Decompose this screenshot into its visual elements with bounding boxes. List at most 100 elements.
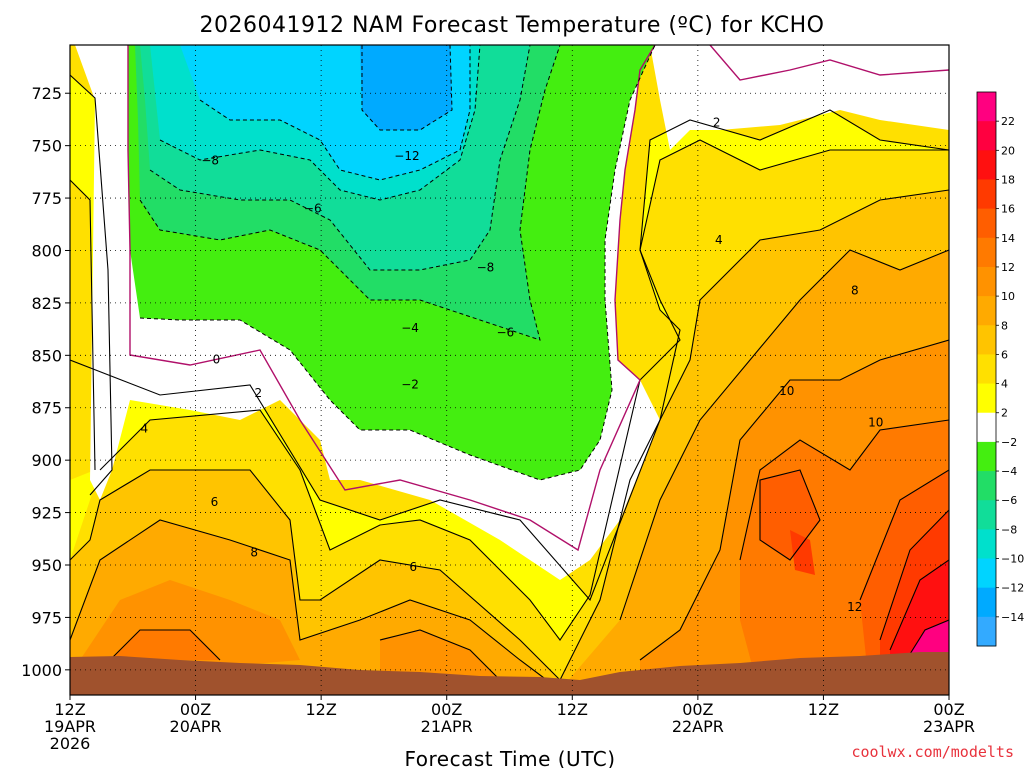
color-bar-swatch — [977, 558, 996, 589]
color-bar-label: 10 — [1001, 290, 1015, 303]
contour-line — [879, 509, 949, 641]
band-16-18 — [790, 530, 815, 575]
color-bar-swatch — [977, 529, 996, 560]
x-tick-label: 12Z — [54, 700, 85, 719]
y-tick-label: 800 — [31, 241, 62, 260]
contour-label: 4 — [140, 422, 148, 436]
y-tick-label: 975 — [31, 608, 62, 627]
y-tick-label: 925 — [31, 504, 62, 523]
contour-label: −12 — [394, 149, 419, 163]
contour-labels: 2 4 8 10 10 12 6 8 6 4 2 0 −2 −4 −6 −6 −8 −8 −12 — [140, 116, 883, 614]
contour-line — [70, 109, 949, 602]
contour-line — [709, 45, 949, 81]
x-tick-label: 00Z — [431, 700, 462, 719]
plot-frame — [69, 44, 950, 696]
contour-line — [159, 45, 481, 201]
contour-line — [70, 179, 96, 471]
contour-line — [889, 559, 949, 651]
x-tick-label: 19APR — [44, 717, 96, 736]
color-bar-label: −8 — [1001, 523, 1017, 536]
color-bar-swatch — [977, 500, 996, 530]
contour-lines — [70, 74, 949, 691]
color-bar-label: −2 — [1001, 436, 1017, 449]
color-bar-swatch — [977, 587, 996, 618]
x-tick-label: 22APR — [672, 717, 724, 736]
terrain-surface — [70, 652, 949, 695]
contour-label: 10 — [868, 415, 883, 429]
contour-line — [127, 45, 656, 552]
y-tick-label: 825 — [31, 294, 62, 313]
contour-line — [739, 419, 949, 561]
color-bar-swatch — [977, 92, 996, 122]
x-tick-label: 12Z — [808, 700, 839, 719]
x-tick-label: 00Z — [682, 700, 713, 719]
contour-label: 8 — [250, 545, 258, 559]
color-bar-label: 4 — [1001, 378, 1008, 391]
color-bar-label: −14 — [1001, 611, 1024, 624]
contour-line — [759, 469, 821, 561]
contour-label: 10 — [779, 384, 794, 398]
color-bar-swatch — [977, 296, 996, 326]
color-bar-label: −6 — [1001, 494, 1017, 507]
contour-line — [859, 469, 949, 601]
color-bar-label: 8 — [1001, 319, 1008, 332]
color-bar-label: 20 — [1001, 144, 1015, 157]
color-bar-label: 18 — [1001, 173, 1015, 186]
color-bar-swatch — [977, 325, 996, 355]
color-bar-label: 14 — [1001, 232, 1015, 245]
color-bar-swatch — [977, 354, 996, 385]
x-tick-label: 00Z — [933, 700, 964, 719]
band-minus2-2 — [650, 45, 949, 150]
contour-line — [639, 339, 949, 661]
band-12-14 — [110, 630, 220, 660]
color-bar-label: 6 — [1001, 348, 1008, 361]
color-bar-swatch — [977, 208, 996, 239]
contour-label: −8 — [201, 153, 219, 167]
band-4-6 — [70, 180, 95, 480]
contour-line — [379, 629, 501, 681]
y-axis: 725 750 775 800 825 850 875 900 925 950 975 1000 — [21, 84, 70, 680]
x-tick-label: 20APR — [170, 717, 222, 736]
color-bar-swatch — [977, 121, 996, 151]
color-bar-label: 2 — [1001, 407, 1008, 420]
y-tick-label: 850 — [31, 346, 62, 365]
x-tick-label: 00Z — [180, 700, 211, 719]
chart-title: 2026041912 NAM Forecast Temperature (ºC)… — [200, 13, 825, 38]
y-tick-label: 950 — [31, 556, 62, 575]
band-10-12 — [380, 630, 500, 680]
contour-label: −6 — [304, 202, 322, 216]
color-bar-label: 12 — [1001, 261, 1015, 274]
y-tick-label: 775 — [31, 189, 62, 208]
color-bar-swatch — [977, 266, 996, 297]
color-bar-swatch — [977, 412, 996, 443]
x-tick-label: 12Z — [305, 700, 336, 719]
contour-line — [99, 139, 949, 641]
x-axis-label: Forecast Time (UTC) — [404, 747, 615, 768]
contour-label: 2 — [713, 116, 721, 130]
contour-label: −6 — [496, 325, 514, 339]
contour-line — [139, 45, 561, 341]
contour-line — [619, 249, 949, 621]
color-bar-swatch — [977, 179, 996, 210]
contour-line — [139, 45, 656, 481]
plot-area — [70, 45, 949, 695]
band-minus14-minus12 — [360, 45, 452, 130]
contour-line — [109, 629, 221, 661]
x-tick-label: 12Z — [557, 700, 588, 719]
color-bar-label: 22 — [1001, 115, 1015, 128]
contour-label: −4 — [401, 321, 419, 335]
contour-label: −2 — [401, 378, 419, 392]
color-bar-swatch — [977, 237, 996, 268]
y-tick-label: 875 — [31, 399, 62, 418]
contour-label: 0 — [213, 353, 221, 367]
contour-line — [70, 519, 561, 691]
x-tick-label: 23APR — [923, 717, 975, 736]
color-bar-label: −12 — [1001, 582, 1024, 595]
zero-contour — [127, 45, 949, 552]
color-bar-swatch — [977, 383, 996, 414]
color-bar-swatch — [977, 150, 996, 180]
contour-label: 4 — [715, 233, 723, 247]
contour-label: 12 — [847, 600, 862, 614]
color-bar-label: −4 — [1001, 465, 1017, 478]
